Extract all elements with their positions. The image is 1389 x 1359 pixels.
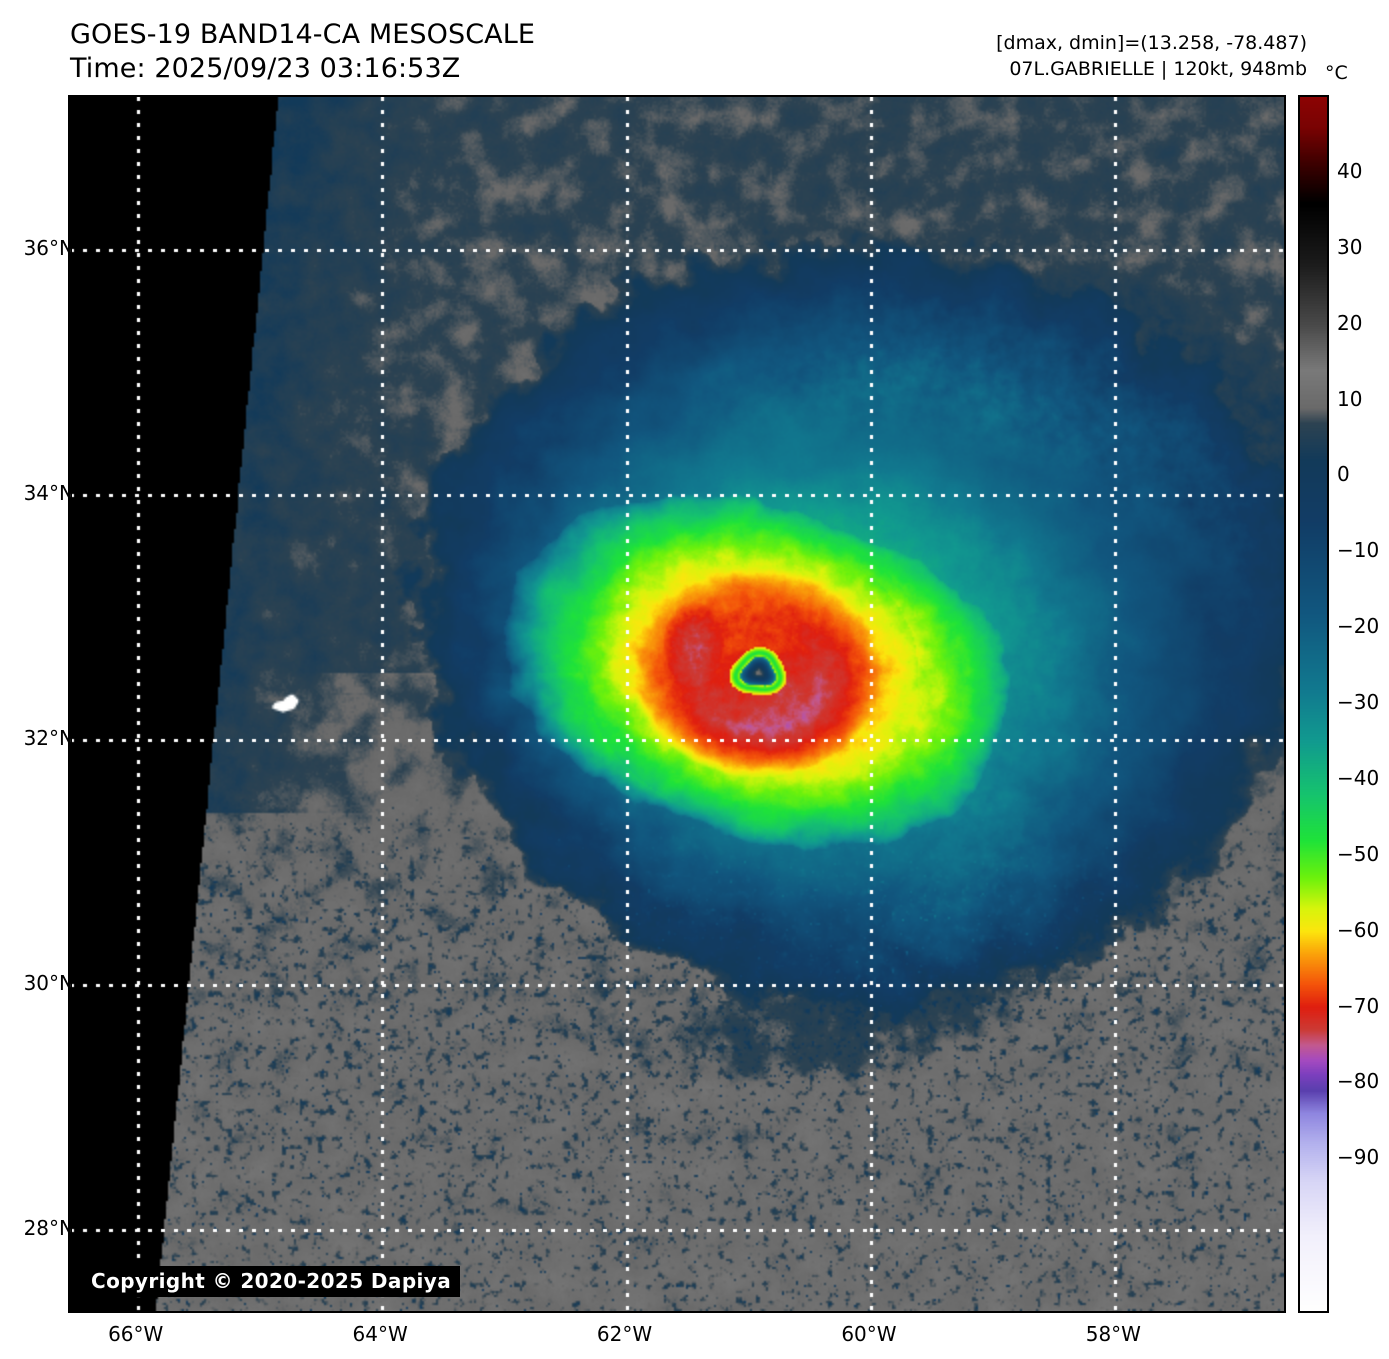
satellite-plot-area[interactable]: Copyright © 2020-2025 Dapiya: [68, 95, 1286, 1313]
storm-info-label: 07L.GABRIELLE | 120kt, 948mb: [1009, 58, 1307, 80]
colorbar-tick-label: −10: [1337, 538, 1380, 563]
colorbar-tick-label: −80: [1337, 1069, 1380, 1094]
product-title: GOES-19 BAND14-CA MESOSCALE: [70, 19, 536, 50]
colorbar-tick-label: −20: [1337, 614, 1380, 639]
y-axis-tick-label: 34°N: [23, 481, 74, 506]
colorbar-tick-label: −30: [1337, 690, 1380, 714]
x-axis-tick-label: 62°W: [596, 1322, 653, 1346]
colorbar-units-label: °C: [1325, 62, 1348, 84]
y-axis-tick-label: 28°N: [23, 1216, 74, 1241]
x-axis-tick-label: 66°W: [108, 1322, 164, 1346]
colorbar-tick-label: 30: [1337, 234, 1363, 259]
y-axis-tick-label: 36°N: [23, 236, 74, 261]
x-axis-tick-label: 60°W: [841, 1322, 897, 1346]
colorbar-tick-label: −70: [1337, 993, 1380, 1018]
metadata-block: [dmax, dmin]=(13.258, -78.487) 07L.GABRIE…: [996, 30, 1307, 82]
temperature-colorbar[interactable]: [1298, 95, 1329, 1313]
colorbar-tick-label: −60: [1337, 917, 1380, 942]
page-title: GOES-19 BAND14-CA MESOSCALE Time: 2025/09…: [70, 18, 535, 86]
colorbar-tick-label: 20: [1337, 310, 1363, 335]
copyright-notice: Copyright © 2020-2025 Dapiya: [82, 1266, 461, 1297]
y-axis-tick-label: 32°N: [23, 726, 74, 751]
y-axis-tick-label: 30°N: [23, 971, 74, 996]
colorbar-tick-label: 10: [1337, 386, 1363, 411]
dmax-dmin-label: [dmax, dmin]=(13.258, -78.487): [996, 32, 1307, 54]
infrared-satellite-image: [70, 97, 1284, 1311]
colorbar-tick-label: 0: [1337, 462, 1350, 487]
x-axis-tick-label: 64°W: [352, 1322, 408, 1346]
colorbar-gradient: [1300, 97, 1327, 1311]
x-axis-tick-label: 58°W: [1085, 1322, 1141, 1346]
timestamp-label: Time: 2025/09/23 03:16:53Z: [70, 53, 461, 84]
colorbar-tick-label: 40: [1337, 158, 1363, 183]
colorbar-tick-label: −50: [1337, 841, 1380, 866]
colorbar-tick-label: −40: [1337, 765, 1380, 790]
colorbar-tick-label: −90: [1337, 1145, 1380, 1170]
